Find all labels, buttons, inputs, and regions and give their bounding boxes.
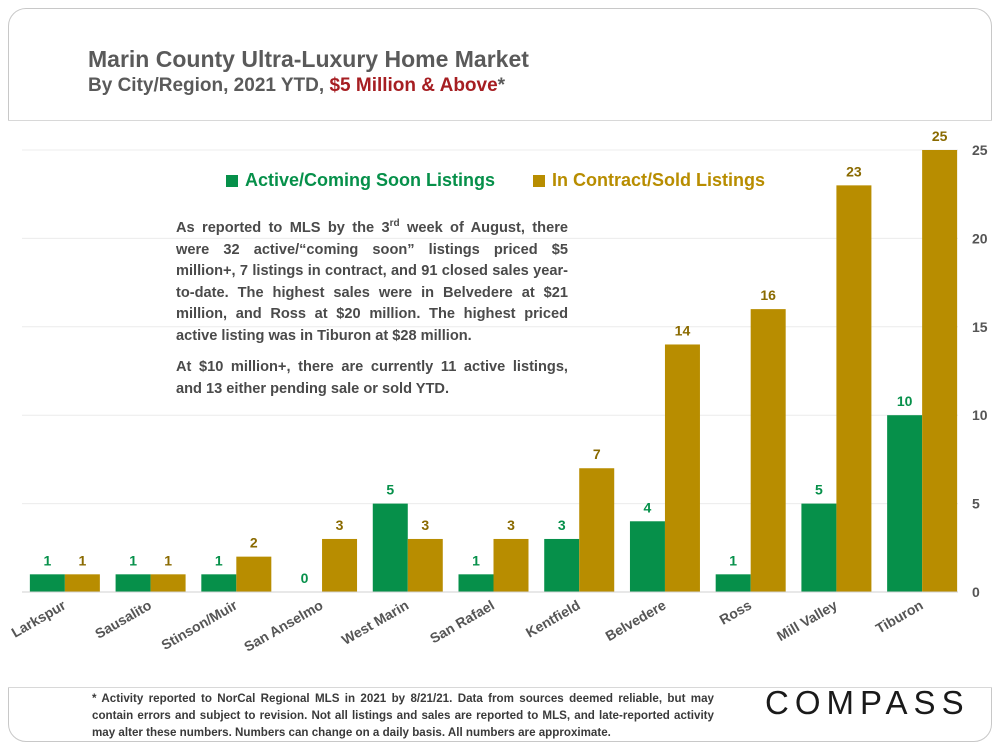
bar-sold (407, 538, 443, 592)
y-tick-label: 15 (972, 319, 988, 335)
x-tick-label: Ross (717, 597, 755, 628)
bar-sold (579, 468, 615, 592)
bar-active (887, 415, 923, 592)
bar-active (544, 538, 580, 592)
subtitle-prefix: By City/Region, 2021 YTD, (88, 75, 330, 96)
data-label: 1 (129, 552, 137, 568)
y-tick-label: 25 (972, 142, 988, 158)
data-label: 2 (250, 535, 258, 551)
x-tick-label: Belvedere (602, 597, 668, 644)
chart-title: Marin County Ultra-Luxury Home Market (88, 46, 529, 72)
chart-subtitle: By City/Region, 2021 YTD, $5 Million & A… (88, 75, 505, 97)
bar-active (715, 574, 751, 592)
bar-sold (322, 538, 358, 592)
y-tick-label: 20 (972, 230, 988, 246)
bar-active (372, 503, 408, 592)
x-tick-label: Larkspur (8, 596, 68, 640)
bar-active (801, 503, 837, 592)
x-tick-label: Tiburon (873, 597, 926, 637)
data-label: 3 (336, 517, 344, 533)
legend-swatch-active (226, 174, 238, 187)
data-label: 16 (760, 287, 776, 303)
bar-active (115, 574, 151, 592)
bar-sold (236, 556, 272, 592)
note-paragraph-2: At $10 million+, there are currently 11 … (176, 359, 568, 397)
data-label: 5 (815, 482, 823, 498)
data-label: 5 (386, 482, 394, 498)
subtitle-asterisk: * (497, 75, 506, 96)
legend-label-sold: In Contract/Sold Listings (552, 170, 766, 190)
x-tick-label: Mill Valley (774, 597, 840, 644)
data-label: 23 (846, 163, 862, 179)
data-label: 3 (421, 517, 429, 533)
bar-sold (664, 344, 700, 592)
legend-label-active: Active/Coming Soon Listings (245, 170, 496, 190)
data-label: 25 (932, 128, 948, 144)
data-label: 1 (43, 552, 51, 568)
x-tick-label: Kentfield (523, 597, 583, 641)
bar-sold (64, 574, 100, 592)
note-text-b: week of August, there were 32 active/“co… (176, 220, 568, 344)
bar-active (629, 521, 665, 592)
bar-sold (836, 185, 872, 593)
legend-item-active: Active/Coming Soon Listings (226, 170, 495, 191)
bar-sold (922, 150, 958, 592)
bar-active (29, 574, 65, 592)
note-text-a: As reported to MLS by the 3 (176, 220, 390, 236)
legend-item-sold: In Contract/Sold Listings (533, 170, 765, 191)
data-label: 4 (644, 499, 652, 515)
bar-sold (493, 538, 529, 592)
x-tick-label: Stinson/Muir (158, 596, 240, 653)
note-paragraph-1: As reported to MLS by the 3rd week of Au… (176, 218, 568, 347)
legend-swatch-sold (533, 174, 546, 187)
x-tick-label: San Anselmo (241, 597, 325, 655)
data-label: 3 (558, 517, 566, 533)
x-tick-label: San Rafael (427, 597, 497, 647)
data-label: 1 (164, 552, 172, 568)
legend: Active/Coming Soon Listings In Contract/… (226, 170, 765, 191)
bar-active (458, 574, 494, 592)
data-label: 1 (472, 552, 480, 568)
data-label: 1 (215, 552, 223, 568)
bar-sold (150, 574, 186, 592)
data-label: 1 (78, 552, 86, 568)
compass-logo: COMPASS (765, 684, 970, 721)
x-tick-label: Sausalito (92, 597, 154, 642)
y-tick-label: 0 (972, 584, 980, 600)
data-label: 14 (675, 322, 691, 338)
note-superscript: rd (389, 218, 400, 230)
annotation-note: As reported to MLS by the 3rd week of Au… (176, 218, 568, 410)
bar-active (201, 574, 237, 592)
x-tick-label: West Marin (339, 597, 411, 648)
subtitle-highlight: $5 Million & Above (329, 75, 498, 96)
plot-area (8, 120, 992, 688)
y-tick-label: 5 (972, 496, 980, 512)
data-label: 0 (301, 570, 309, 586)
bar-sold (750, 309, 786, 592)
y-tick-label: 10 (972, 407, 988, 423)
data-label: 1 (729, 552, 737, 568)
data-label: 10 (897, 393, 913, 409)
data-label: 7 (593, 446, 601, 462)
data-label: 3 (507, 517, 515, 533)
footnote: * Activity reported to NorCal Regional M… (92, 692, 714, 739)
